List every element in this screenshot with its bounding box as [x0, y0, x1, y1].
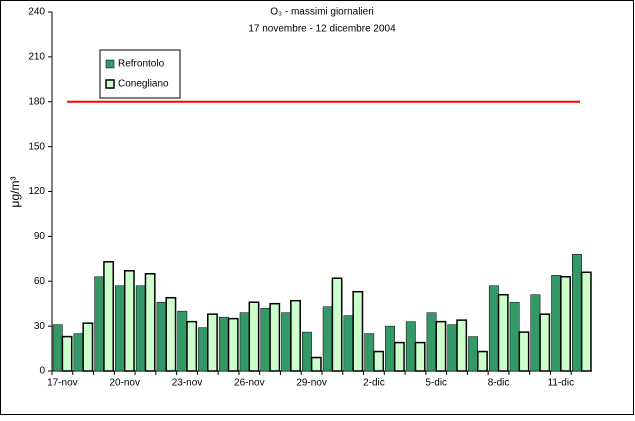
- bar: [310, 356, 322, 372]
- bar: [144, 273, 156, 372]
- y-axis-label: μg/m³: [8, 177, 22, 208]
- x-tick-label: 2-dic: [363, 378, 385, 389]
- bar: [551, 275, 562, 372]
- y-tick-label: 210: [28, 52, 45, 63]
- bar: [530, 294, 541, 372]
- bar: [468, 336, 479, 372]
- bar: [456, 319, 468, 372]
- bar: [435, 320, 447, 372]
- bar: [426, 312, 437, 372]
- y-tick-label: 90: [34, 231, 46, 242]
- bar: [518, 331, 530, 372]
- y-tick-label: 180: [28, 96, 45, 107]
- x-tick-label: 17-nov: [47, 378, 78, 389]
- bar: [488, 285, 499, 372]
- bar: [177, 310, 188, 372]
- bar: [405, 321, 416, 372]
- legend-swatch: [105, 59, 115, 69]
- y-tick-label: 240: [28, 7, 45, 18]
- x-tick-label: 23-nov: [172, 378, 203, 389]
- bar: [281, 312, 292, 372]
- bar: [227, 317, 239, 372]
- bar: [580, 271, 592, 372]
- y-tick-label: 0: [39, 366, 45, 377]
- x-tick-label: 20-nov: [109, 378, 140, 389]
- bar: [393, 341, 405, 372]
- bar: [103, 261, 115, 372]
- bar: [290, 299, 301, 372]
- bar: [115, 285, 125, 372]
- legend-label: Conegliano: [118, 79, 169, 90]
- bar: [302, 331, 312, 372]
- bar: [477, 350, 488, 372]
- bar: [156, 301, 167, 372]
- x-tick-label: 26-nov: [234, 378, 265, 389]
- bar: [94, 276, 105, 372]
- bar: [61, 335, 73, 372]
- x-tick-label: 8-dic: [488, 378, 510, 389]
- bar: [322, 306, 333, 372]
- legend-swatch: [105, 79, 115, 89]
- bar: [560, 276, 571, 372]
- bar: [218, 316, 229, 372]
- bar: [165, 296, 177, 372]
- bar: [73, 333, 84, 372]
- bar: [82, 322, 94, 372]
- bar: [352, 290, 364, 372]
- bar: [239, 312, 250, 372]
- chart-title: O₃ - massimi giornalieri: [270, 7, 374, 18]
- y-tick-label: 60: [34, 276, 46, 287]
- bar: [135, 285, 146, 372]
- bar: [414, 341, 426, 372]
- x-tick-label: 5-dic: [425, 378, 447, 389]
- bar: [539, 313, 551, 372]
- bar: [385, 325, 395, 372]
- bar: [123, 270, 135, 372]
- legend-label: Refrontolo: [118, 59, 165, 70]
- chart-subtitle: 17 novembre - 12 dicembre 2004: [248, 24, 396, 35]
- bar: [364, 333, 375, 372]
- y-tick-label: 150: [28, 141, 45, 152]
- bar: [269, 302, 281, 372]
- y-tick-label: 120: [28, 186, 45, 197]
- bar: [447, 324, 458, 372]
- legend-box: [99, 49, 181, 99]
- bar: [497, 293, 509, 372]
- x-tick-label: 29-nov: [296, 378, 327, 389]
- bar: [207, 313, 218, 372]
- bar: [373, 350, 385, 372]
- y-tick-label: 30: [34, 321, 46, 332]
- bar: [198, 327, 209, 372]
- x-tick-label: 11-dic: [548, 378, 575, 389]
- bar: [52, 324, 63, 372]
- bar: [331, 277, 343, 372]
- bar: [248, 301, 260, 372]
- bar: [509, 301, 520, 372]
- bar: [260, 307, 271, 372]
- bar: [572, 254, 582, 372]
- bar: [186, 320, 198, 372]
- bar: [343, 315, 354, 372]
